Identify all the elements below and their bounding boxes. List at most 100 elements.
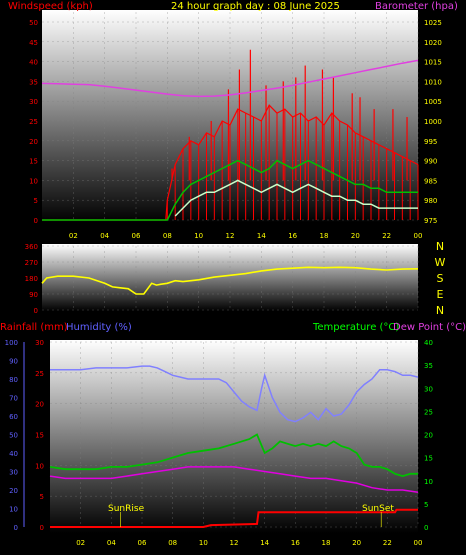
direction-compass-label: N [436,304,444,317]
chart-title: 24 hour graph day : 08 June 2025 [171,1,340,12]
wind-xtick-label: 02 [69,232,78,240]
sunset-label: SunSet [362,504,394,514]
wind-xtick-label: 00 [414,232,423,240]
temp-xtick-label: 12 [230,539,239,547]
wind-xtick-label: 06 [132,232,141,240]
sunrise-label: SunRise [108,504,145,514]
wind-gust-low-line [174,179,418,217]
temp-xtick-label: 06 [138,539,147,547]
rain-ytick-label: 20 [35,401,44,409]
direction-compass-label: S [437,272,444,285]
direction-compass-label: W [435,256,446,269]
temp-xtick-label: 08 [168,539,177,547]
humidity-label: Humidity (%) [66,322,132,333]
rainfall-label: Rainfall (mm) [0,322,68,333]
direction-compass-label: N [436,240,444,253]
wind-xtick-label: 04 [100,232,109,240]
windspeed-label: Windspeed (kph) [8,1,93,12]
temp-ytick-label: 35 [424,362,433,370]
wind-xtick-label: 08 [163,232,172,240]
temp-ytick-label: 25 [424,408,433,416]
humidity-ytick-label: 50 [9,432,18,440]
temp-xtick-label: 16 [291,539,300,547]
barometer-ytick-label: 980 [424,197,437,205]
barometer-ytick-label: 1025 [424,19,442,27]
barometer-ytick-label: 975 [424,217,437,225]
barometer-line [41,59,419,98]
wind-ytick-label: 30 [29,98,38,106]
wind-xtick-label: 16 [288,232,297,240]
temp-ytick-label: 5 [424,501,428,509]
wind-ytick-label: 40 [29,59,38,67]
humidity-ytick-label: 0 [14,524,18,532]
humidity-ytick-label: 10 [9,506,18,514]
humidity-ytick-label: 70 [9,395,18,403]
humidity-ytick-label: 20 [9,487,18,495]
wind-ytick-label: 35 [29,78,38,86]
wind-xtick-label: 20 [351,232,360,240]
direction-line [41,266,419,295]
dew-point-line [49,466,419,494]
rain-ytick-label: 30 [35,339,44,347]
temp-xtick-label: 10 [199,539,208,547]
wind-ytick-label: 5 [34,197,38,205]
direction-ytick-label: 90 [29,291,38,299]
barometer-label: Barometer (hpa) [375,1,458,12]
humidity-line [50,365,419,423]
wind-xtick-label: 18 [320,232,329,240]
barometer-ytick-label: 990 [424,158,437,166]
temperature-label: Temperature (°C) [312,322,399,333]
temp-ytick-label: 10 [424,478,433,486]
humidity-ytick-label: 60 [9,413,18,421]
wind-xtick-label: 22 [382,232,391,240]
wind-xtick-label: 10 [194,232,203,240]
temp-xtick-label: 22 [383,539,392,547]
temp-ytick-label: 15 [424,455,433,463]
temp-xtick-label: 00 [414,539,423,547]
direction-compass-label: E [437,288,444,301]
wind-ytick-label: 25 [29,118,38,126]
barometer-ytick-label: 1015 [424,59,442,67]
temp-ytick-label: 30 [424,385,433,393]
barometer-ytick-label: 1005 [424,98,442,106]
temp-ytick-label: 40 [424,339,433,347]
temp-xtick-label: 18 [322,539,331,547]
direction-ytick-label: 180 [25,275,38,283]
wind-ytick-label: 0 [34,217,38,225]
rain-ytick-label: 25 [35,370,44,378]
wind-avg-line [42,159,418,221]
dew-point-label: Dew Point (°C) [393,322,466,333]
wind-ytick-label: 10 [29,177,38,185]
humidity-ytick-label: 80 [9,376,18,384]
wind-ytick-label: 45 [29,39,38,47]
wind-xtick-label: 12 [226,232,235,240]
direction-ytick-label: 360 [25,243,38,251]
humidity-ytick-label: 40 [9,450,18,458]
rain-ytick-label: 0 [40,524,44,532]
temperature-line [49,433,418,478]
temp-ytick-label: 20 [424,432,433,440]
temp-xtick-label: 02 [76,539,85,547]
barometer-ytick-label: 1000 [424,118,442,126]
rain-ytick-label: 5 [40,493,44,501]
wind-ytick-label: 50 [29,19,38,27]
wind-xtick-label: 14 [257,232,266,240]
humidity-ytick-label: 30 [9,469,18,477]
humidity-ytick-label: 100 [5,339,18,347]
direction-ytick-label: 0 [34,307,38,315]
temp-xtick-label: 14 [260,539,269,547]
wind-ytick-label: 15 [29,158,38,166]
humidity-ytick-label: 90 [9,358,18,366]
temp-xtick-label: 20 [352,539,361,547]
barometer-ytick-label: 985 [424,177,437,185]
temp-ytick-label: 0 [424,524,428,532]
rainfall-line [50,508,418,528]
barometer-ytick-label: 1020 [424,39,442,47]
wind-ytick-label: 20 [29,138,38,146]
direction-ytick-label: 270 [25,259,38,267]
barometer-ytick-label: 1010 [424,78,442,86]
rain-ytick-label: 15 [35,432,44,440]
temp-xtick-label: 04 [107,539,116,547]
barometer-ytick-label: 995 [424,138,437,146]
